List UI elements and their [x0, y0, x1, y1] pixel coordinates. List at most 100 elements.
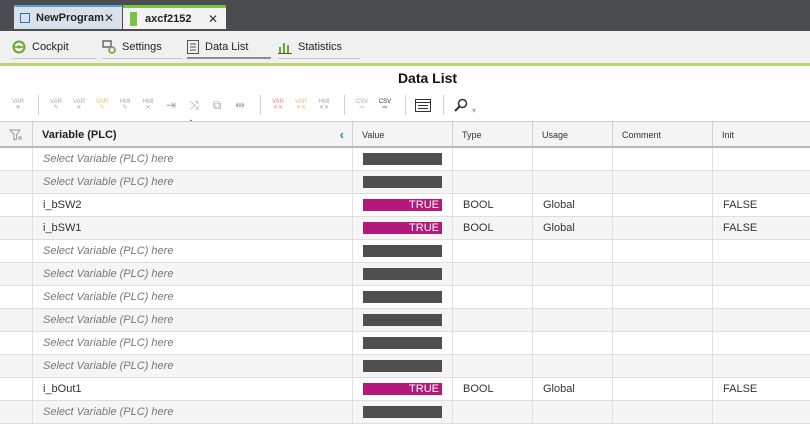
- value-cell[interactable]: [352, 309, 452, 331]
- row-selector[interactable]: [0, 240, 32, 262]
- table-row[interactable]: i_bSW1 TRUE BOOL Global FALSE: [0, 217, 810, 240]
- variable-cell[interactable]: Select Variable (PLC) here: [32, 240, 352, 262]
- init-cell[interactable]: [712, 240, 810, 262]
- column-header-variable[interactable]: Variable (PLC) ‹: [32, 122, 352, 147]
- usage-cell[interactable]: [532, 171, 612, 193]
- row-selector[interactable]: [0, 194, 32, 216]
- table-row[interactable]: Select Variable (PLC) here: [0, 171, 810, 194]
- search-icon[interactable]: [451, 95, 471, 115]
- close-icon[interactable]: ✕: [103, 11, 114, 25]
- table-row[interactable]: Select Variable (PLC) here: [0, 401, 810, 424]
- comment-cell[interactable]: [612, 194, 712, 216]
- variable-cell[interactable]: Select Variable (PLC) here: [32, 286, 352, 308]
- tab-axcf2152[interactable]: axcf2152 ✕: [123, 5, 226, 29]
- usage-cell[interactable]: [532, 286, 612, 308]
- variable-cell[interactable]: Select Variable (PLC) here: [32, 171, 352, 193]
- init-cell[interactable]: [712, 401, 810, 423]
- copy-icon[interactable]: ⧉: [212, 98, 222, 112]
- nav-statistics[interactable]: Statistics: [278, 37, 360, 59]
- variable-cell[interactable]: Select Variable (PLC) here: [32, 332, 352, 354]
- comment-cell[interactable]: [612, 148, 712, 170]
- value-cell[interactable]: [352, 401, 452, 423]
- collapse-arrow-icon[interactable]: ‹: [339, 127, 344, 142]
- delete-hmi-icon[interactable]: HMI ✕: [142, 99, 154, 111]
- comment-cell[interactable]: [612, 309, 712, 331]
- type-cell[interactable]: [452, 355, 532, 377]
- nav-cockpit[interactable]: Cockpit: [12, 37, 96, 59]
- type-cell[interactable]: [452, 263, 532, 285]
- table-row[interactable]: Select Variable (PLC) here: [0, 355, 810, 378]
- column-header-usage[interactable]: Usage: [532, 122, 612, 147]
- row-selector[interactable]: [0, 286, 32, 308]
- type-cell[interactable]: [452, 332, 532, 354]
- usage-cell[interactable]: [532, 240, 612, 262]
- usage-cell[interactable]: Global: [532, 194, 612, 216]
- dropdown-arrow-icon[interactable]: ▾: [472, 105, 477, 115]
- column-header-type[interactable]: Type: [452, 122, 532, 147]
- type-cell[interactable]: [452, 171, 532, 193]
- delete-all-variables-alt-icon[interactable]: VAR ✕✕: [295, 99, 307, 111]
- table-row[interactable]: Select Variable (PLC) here: [0, 148, 810, 171]
- arrow-right-icon[interactable]: ⇥: [165, 98, 177, 112]
- value-cell[interactable]: [352, 355, 452, 377]
- nav-settings[interactable]: Settings: [102, 37, 182, 59]
- comment-cell[interactable]: [612, 217, 712, 239]
- variable-cell[interactable]: i_bSW1: [32, 217, 352, 239]
- comment-cell[interactable]: [612, 171, 712, 193]
- table-row[interactable]: i_bOut1 TRUE BOOL Global FALSE: [0, 378, 810, 401]
- usage-cell[interactable]: [532, 401, 612, 423]
- value-cell[interactable]: [352, 240, 452, 262]
- variable-cell[interactable]: Select Variable (PLC) here: [32, 148, 352, 170]
- variable-cell[interactable]: i_bSW2: [32, 194, 352, 216]
- table-row[interactable]: Select Variable (PLC) here: [0, 240, 810, 263]
- comment-cell[interactable]: [612, 332, 712, 354]
- table-row[interactable]: i_bSW2 TRUE BOOL Global FALSE: [0, 194, 810, 217]
- type-cell[interactable]: [452, 309, 532, 331]
- init-cell[interactable]: [712, 309, 810, 331]
- tab-newprogram[interactable]: NewProgram ✕: [14, 5, 122, 29]
- delete-all-variables-icon[interactable]: VAR ✕✕: [272, 99, 284, 111]
- table-row[interactable]: Select Variable (PLC) here: [0, 263, 810, 286]
- row-selector[interactable]: [0, 378, 32, 400]
- init-cell[interactable]: [712, 355, 810, 377]
- row-selector[interactable]: [0, 401, 32, 423]
- usage-cell[interactable]: [532, 148, 612, 170]
- row-selector[interactable]: [0, 309, 32, 331]
- type-cell[interactable]: [452, 401, 532, 423]
- value-cell[interactable]: [352, 148, 452, 170]
- type-cell[interactable]: [452, 286, 532, 308]
- init-cell[interactable]: [712, 263, 810, 285]
- type-cell[interactable]: BOOL: [452, 378, 532, 400]
- init-cell[interactable]: FALSE: [712, 378, 810, 400]
- edit-hmi-icon[interactable]: HMI ✎: [119, 99, 131, 111]
- edit-variable-icon[interactable]: VAR ✎: [50, 99, 62, 111]
- init-cell[interactable]: FALSE: [712, 217, 810, 239]
- init-cell[interactable]: [712, 332, 810, 354]
- value-cell[interactable]: TRUE: [352, 194, 452, 216]
- delete-all-hmi-icon[interactable]: HMI ✕✕: [318, 99, 330, 111]
- table-row[interactable]: Select Variable (PLC) here: [0, 286, 810, 309]
- value-cell[interactable]: [352, 171, 452, 193]
- value-cell[interactable]: TRUE: [352, 217, 452, 239]
- csv-export-icon[interactable]: CSV ⇨: [378, 99, 392, 111]
- comment-cell[interactable]: [612, 378, 712, 400]
- type-cell[interactable]: BOOL: [452, 194, 532, 216]
- table-view-icon[interactable]: [413, 95, 433, 115]
- comment-cell[interactable]: [612, 263, 712, 285]
- variable-cell[interactable]: Select Variable (PLC) here: [32, 263, 352, 285]
- usage-cell[interactable]: Global: [532, 217, 612, 239]
- usage-cell[interactable]: Global: [532, 378, 612, 400]
- table-row[interactable]: Select Variable (PLC) here: [0, 332, 810, 355]
- filter-column-header[interactable]: [0, 122, 32, 147]
- usage-cell[interactable]: [532, 263, 612, 285]
- init-cell[interactable]: [712, 286, 810, 308]
- comment-cell[interactable]: [612, 240, 712, 262]
- link-icon[interactable]: ⇹: [234, 98, 246, 112]
- init-cell[interactable]: [712, 171, 810, 193]
- type-cell[interactable]: BOOL: [452, 217, 532, 239]
- row-selector[interactable]: [0, 355, 32, 377]
- init-cell[interactable]: FALSE: [712, 194, 810, 216]
- usage-cell[interactable]: [532, 355, 612, 377]
- row-selector[interactable]: [0, 217, 32, 239]
- remove-link-icon[interactable]: ⤨: [189, 98, 199, 112]
